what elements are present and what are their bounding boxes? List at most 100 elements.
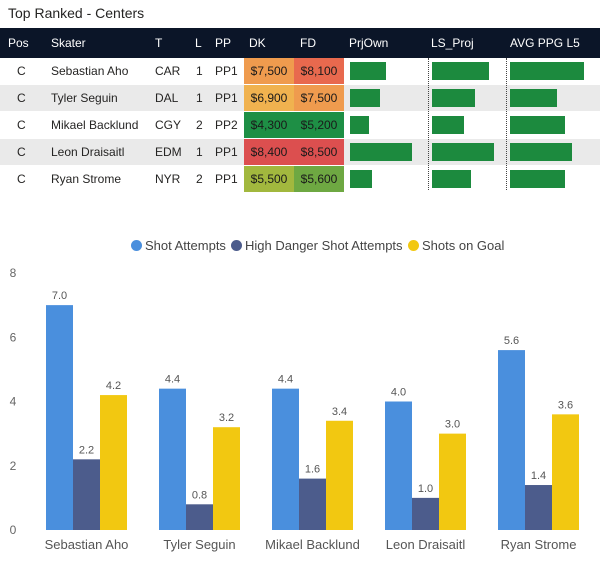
x-tick-label: Leon Draisaitl	[386, 537, 466, 552]
cell-pos: C	[17, 145, 26, 159]
header-ls-proj[interactable]: LS_Proj	[431, 36, 474, 50]
header-fd[interactable]: FD	[300, 36, 316, 50]
cell-pp: PP1	[215, 91, 238, 105]
header-pos[interactable]: Pos	[8, 36, 29, 50]
table-header: Pos Skater T L PP DK FD PrjOwn LS_Proj A…	[0, 28, 600, 58]
data-label: 1.4	[531, 470, 546, 482]
legend-item-high-danger[interactable]: High Danger Shot Attempts	[231, 238, 403, 253]
cell-line: 1	[196, 145, 203, 159]
data-label: 7.0	[52, 290, 67, 302]
ls-proj-bar	[432, 62, 489, 80]
prjown-bar	[350, 89, 380, 107]
cell-pos: C	[17, 172, 26, 186]
cell-fd: $5,200	[294, 112, 344, 138]
x-tick-label: Mikael Backlund	[265, 537, 360, 552]
legend-swatch	[231, 240, 242, 251]
cell-ls-proj	[430, 58, 503, 84]
cell-prjown	[348, 85, 426, 111]
bar	[100, 395, 127, 530]
data-label: 2.2	[79, 444, 94, 456]
header-skater[interactable]: Skater	[51, 36, 86, 50]
header-dk[interactable]: DK	[249, 36, 266, 50]
data-label: 4.4	[165, 374, 180, 386]
bar	[326, 420, 353, 530]
cell-fd: $8,100	[294, 58, 344, 84]
legend-label: Shot Attempts	[145, 238, 226, 253]
table-row[interactable]: C Leon Draisaitl EDM 1 PP1 $8,400 $8,500	[0, 139, 600, 166]
cell-prjown	[348, 112, 426, 138]
table-row[interactable]: C Ryan Strome NYR 2 PP1 $5,500 $5,600	[0, 166, 600, 193]
prjown-bar	[350, 143, 412, 161]
ls-proj-bar	[432, 170, 471, 188]
data-label: 1.0	[418, 483, 433, 495]
cell-ls-proj	[430, 166, 503, 192]
legend-swatch	[131, 240, 142, 251]
y-tick-label: 8	[10, 266, 17, 280]
cell-skater: Sebastian Aho	[51, 64, 129, 78]
prjown-bar	[350, 170, 372, 188]
table-row[interactable]: C Mikael Backlund CGY 2 PP2 $4,300 $5,20…	[0, 112, 600, 139]
cell-line: 1	[196, 91, 203, 105]
data-label: 5.6	[504, 335, 519, 347]
data-label: 4.4	[278, 374, 293, 386]
header-line[interactable]: L	[195, 36, 202, 50]
cell-skater: Mikael Backlund	[51, 118, 139, 132]
cell-avg-ppg	[508, 112, 588, 138]
y-tick-label: 6	[10, 330, 17, 344]
bar	[186, 504, 213, 530]
page-title: Top Ranked - Centers	[8, 5, 145, 21]
cell-skater: Ryan Strome	[51, 172, 122, 186]
cell-prjown	[348, 139, 426, 165]
x-tick-label: Tyler Seguin	[163, 537, 235, 552]
bar	[213, 427, 240, 530]
cell-ls-proj	[430, 85, 503, 111]
cell-line: 2	[196, 118, 203, 132]
cell-team: DAL	[155, 91, 179, 105]
table-row[interactable]: C Sebastian Aho CAR 1 PP1 $7,500 $8,100	[0, 58, 600, 85]
x-tick-label: Ryan Strome	[501, 537, 577, 552]
header-team[interactable]: T	[155, 36, 163, 50]
cell-line: 2	[196, 172, 203, 186]
data-label: 1.6	[305, 464, 320, 476]
cell-fd: $8,500	[294, 139, 344, 165]
bar	[272, 388, 299, 530]
cell-avg-ppg	[508, 85, 588, 111]
cell-skater: Tyler Seguin	[51, 91, 118, 105]
cell-fd: $7,500	[294, 85, 344, 111]
data-label: 4.0	[391, 387, 406, 399]
cell-pp: PP1	[215, 145, 238, 159]
header-avg-ppg[interactable]: AVG PPG L5	[510, 36, 580, 50]
bar	[439, 433, 466, 530]
cell-dk: $7,500	[244, 58, 294, 84]
cell-skater: Leon Draisaitl	[51, 145, 125, 159]
cell-avg-ppg	[508, 166, 588, 192]
header-pp[interactable]: PP	[215, 36, 232, 50]
cell-avg-ppg	[508, 58, 588, 84]
cell-dk: $8,400	[244, 139, 294, 165]
legend-label: High Danger Shot Attempts	[245, 238, 403, 253]
legend-label: Shots on Goal	[422, 238, 505, 253]
avg-ppg-bar	[510, 89, 557, 107]
cell-ls-proj	[430, 139, 503, 165]
prjown-bar	[350, 62, 386, 80]
bar	[385, 401, 412, 530]
legend-item-shots-on-goal[interactable]: Shots on Goal	[408, 238, 504, 253]
cell-avg-ppg	[508, 139, 588, 165]
x-tick-label: Sebastian Aho	[45, 537, 129, 552]
bar	[525, 485, 552, 530]
ls-proj-bar	[432, 143, 494, 161]
bar	[46, 305, 73, 530]
column-divider	[506, 58, 507, 190]
cell-pos: C	[17, 118, 26, 132]
bar	[552, 414, 579, 530]
bar-chart: 0 2 4 6 8 7.0 2.2 4.2 Sebastian Aho 4.4 0.8 3.2 Tyle…	[10, 266, 579, 552]
column-divider	[428, 58, 429, 190]
chart-legend: Shot Attempts High Danger Shot Attempts …	[0, 238, 600, 258]
legend-item-shot-attempts[interactable]: Shot Attempts	[131, 238, 226, 253]
cell-pos: C	[17, 91, 26, 105]
header-prjown[interactable]: PrjOwn	[349, 36, 389, 50]
table-row[interactable]: C Tyler Seguin DAL 1 PP1 $6,900 $7,500	[0, 85, 600, 112]
data-label: 3.0	[445, 419, 460, 431]
legend-swatch	[408, 240, 419, 251]
avg-ppg-bar	[510, 62, 584, 80]
